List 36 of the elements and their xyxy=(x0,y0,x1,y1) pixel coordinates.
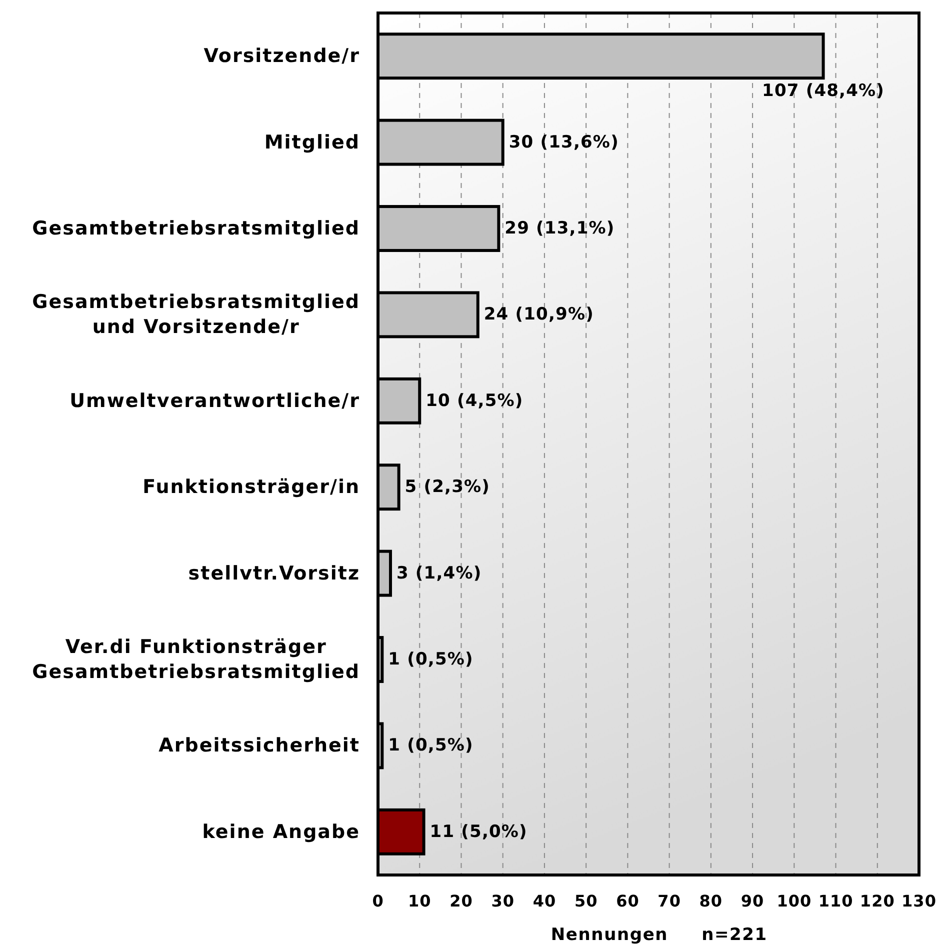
y-tick-label: Arbeitssicherheit xyxy=(158,734,360,757)
x-tick-label: 0 xyxy=(372,891,384,910)
x-tick-label: 110 xyxy=(818,891,854,910)
y-tick-label: stellvtr.Vorsitz xyxy=(188,562,360,584)
data-label: 11 (5,0%) xyxy=(430,822,528,842)
data-label: 30 (13,6%) xyxy=(508,132,619,152)
x-tick-label: 70 xyxy=(658,891,681,910)
x-tick-label: 100 xyxy=(776,891,812,910)
x-tick-label: 60 xyxy=(616,891,640,910)
x-tick-label: 20 xyxy=(450,891,473,910)
y-tick-label: Ver.di Funktionsträger Gesamtbetriebsratsmitglied xyxy=(32,636,360,683)
y-tick-label: Mitglied xyxy=(264,131,360,154)
y-tick-label: Umweltverantwortliche/r xyxy=(70,390,360,412)
x-tick-label: 50 xyxy=(574,891,598,910)
x-tick-label: 80 xyxy=(699,891,723,910)
text: n=221 xyxy=(702,925,768,945)
data-label: 3 (1,4%) xyxy=(396,563,482,584)
x-axis-title: Nennungen xyxy=(550,925,668,945)
data-label: 29 (13,1%) xyxy=(504,218,615,238)
data-label: 10 (4,5%) xyxy=(426,390,524,411)
data-label: 24 (10,9%) xyxy=(484,304,594,325)
data-label: 1 (0,5%) xyxy=(388,736,474,756)
y-tick-label: Gesamtbetriebsratsmitglied xyxy=(32,218,360,240)
y-tick-label: Funktionsträger/in xyxy=(142,476,360,498)
x-tick-label: 10 xyxy=(408,891,432,910)
y-tick-label: keine Angabe xyxy=(202,820,360,843)
data-label: 1 (0,5%) xyxy=(388,650,474,670)
data-label: 5 (2,3%) xyxy=(404,477,490,498)
x-tick-label: 90 xyxy=(740,891,764,910)
data-label: 107 (48,4%) xyxy=(762,81,885,102)
x-tick-label: 120 xyxy=(860,891,895,910)
y-tick-label: Vorsitzende/r xyxy=(204,45,360,68)
y-tick-label: Gesamtbetriebsratsmitglied und Vorsitzende/r xyxy=(32,291,360,338)
x-tick-label: 30 xyxy=(491,891,514,910)
x-tick-label: 130 xyxy=(902,891,936,910)
x-tick-label: 40 xyxy=(532,891,556,910)
